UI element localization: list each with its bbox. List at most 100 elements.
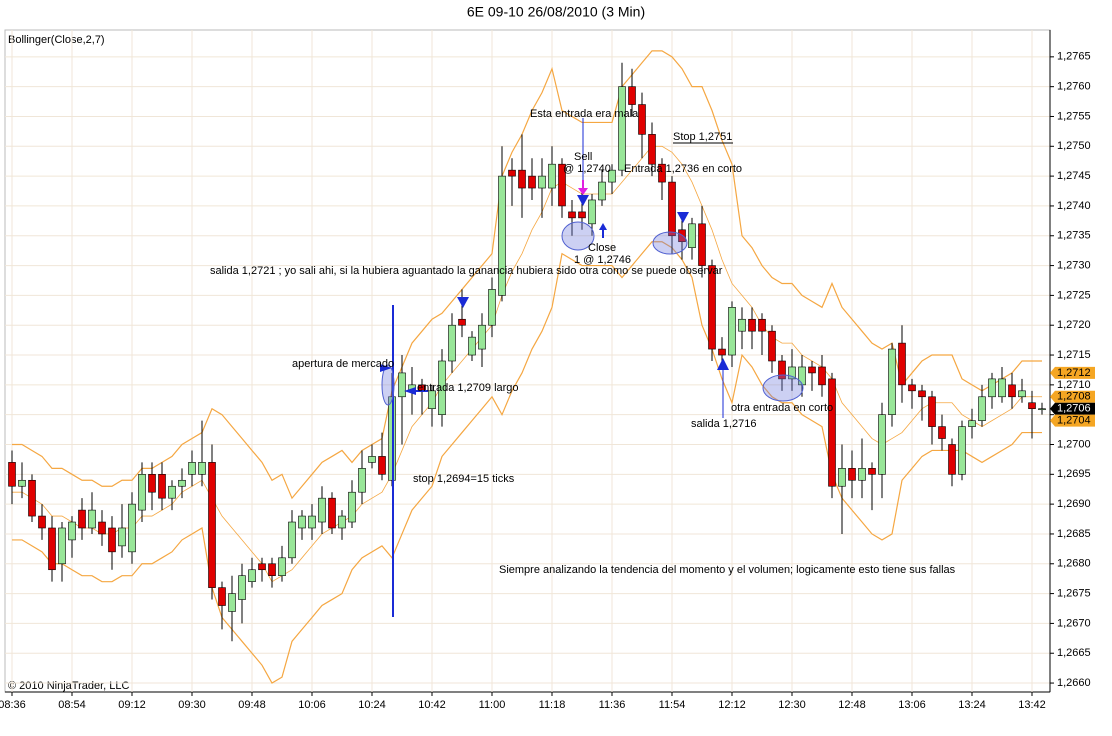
price-marker xyxy=(1050,414,1095,427)
candle-body xyxy=(918,390,926,398)
annotation: Close xyxy=(588,242,616,254)
x-tick-label: 10:42 xyxy=(418,699,446,711)
annotation: stop 1,2694=15 ticks xyxy=(413,473,515,485)
candle-body xyxy=(138,474,146,511)
candle-body xyxy=(688,223,696,248)
annotation: Stop 1,2751 xyxy=(673,131,732,143)
candle-body xyxy=(878,414,886,475)
candle-body xyxy=(168,485,176,499)
candle-body xyxy=(358,468,366,493)
annotation: @ 1,2740 xyxy=(563,163,611,175)
candle-body xyxy=(698,223,706,266)
candle-body xyxy=(88,509,96,529)
y-tick-label: 1,2715 xyxy=(1057,349,1091,361)
x-tick-label: 12:48 xyxy=(838,699,866,711)
candle-body xyxy=(1008,384,1016,398)
price-marker-label: 1,2704 xyxy=(1057,415,1091,427)
x-tick-label: 11:54 xyxy=(659,699,686,711)
price-marker xyxy=(1050,402,1095,415)
candle-body xyxy=(778,360,786,380)
candle-body xyxy=(518,169,526,189)
copyright: © 2010 NinjaTrader, LLC xyxy=(8,680,129,692)
candle-body xyxy=(1028,402,1036,410)
chart-title: 6E 09-10 26/08/2010 (3 Min) xyxy=(467,4,645,20)
candle-body xyxy=(648,134,656,165)
price-marker-label: 1,2706 xyxy=(1057,403,1091,415)
highlight xyxy=(561,221,595,251)
candle-body xyxy=(768,330,776,362)
candle-body xyxy=(438,360,446,415)
annotation: Sell xyxy=(574,151,592,163)
candle-body xyxy=(348,491,356,523)
candle-body xyxy=(268,563,276,577)
y-tick-label: 1,2685 xyxy=(1057,528,1091,540)
candle-body xyxy=(578,211,586,219)
y-tick-label: 1,2750 xyxy=(1057,140,1091,152)
price-marker xyxy=(1050,390,1095,403)
candle-body xyxy=(308,515,316,529)
candle-body xyxy=(428,390,436,410)
x-tick-label: 10:24 xyxy=(358,699,386,711)
candle-body xyxy=(68,521,76,541)
candle-body xyxy=(8,462,16,487)
candle-body xyxy=(448,324,456,362)
y-tick-label: 1,2765 xyxy=(1057,51,1091,63)
highlight xyxy=(762,374,804,402)
x-tick-label: 11:36 xyxy=(599,699,626,711)
candle-body xyxy=(808,366,816,374)
x-tick-label: 13:42 xyxy=(1018,699,1046,711)
y-tick-label: 1,2675 xyxy=(1057,588,1091,600)
candle-body xyxy=(458,318,466,326)
candle-body xyxy=(868,468,876,475)
candle-body xyxy=(538,175,546,189)
candle-body xyxy=(108,527,116,553)
candle-body xyxy=(718,348,726,356)
x-tick-label: 08:54 xyxy=(58,699,86,711)
candle-body xyxy=(978,396,986,421)
candle-body xyxy=(228,593,236,612)
candle-body xyxy=(368,456,376,463)
candle-body xyxy=(938,426,946,439)
candle-body xyxy=(188,462,196,475)
y-tick-label: 1,2745 xyxy=(1057,170,1091,182)
candle-body xyxy=(838,468,846,487)
candle-body xyxy=(668,181,676,237)
candle-body xyxy=(1038,408,1046,411)
candle-body xyxy=(858,468,866,481)
y-tick-label: 1,2740 xyxy=(1057,200,1091,212)
candle-body xyxy=(338,515,346,529)
candle-body xyxy=(118,527,126,547)
candle-body xyxy=(238,575,246,600)
x-tick-label: 11:00 xyxy=(479,699,506,711)
candle-body xyxy=(848,468,856,481)
candle-body xyxy=(28,479,36,517)
x-tick-label: 08:36 xyxy=(0,699,26,711)
x-tick-label: 09:30 xyxy=(178,699,206,711)
candle-body xyxy=(508,169,516,177)
close-arrow-head xyxy=(599,223,607,230)
candle-body xyxy=(58,527,66,565)
entry-arrow xyxy=(380,364,392,372)
annotation: Entrada 1,2736 en corto xyxy=(624,163,742,175)
candle-body xyxy=(948,444,956,475)
candle-body xyxy=(738,318,746,332)
long-arrow xyxy=(404,387,416,395)
x-tick-label: 11:18 xyxy=(539,699,566,711)
candle-body xyxy=(658,163,666,183)
y-tick-label: 1,2665 xyxy=(1057,647,1091,659)
candle-body xyxy=(478,324,486,350)
x-tick-label: 09:48 xyxy=(238,699,266,711)
candle-body xyxy=(748,318,756,332)
x-tick-label: 12:12 xyxy=(718,699,746,711)
candle-body xyxy=(398,372,406,398)
candle-body xyxy=(248,569,256,582)
candle-body xyxy=(78,509,86,529)
annotation: salida 1,2721 ; yo sali ahi, si la hubie… xyxy=(210,265,723,277)
y-tick-label: 1,2725 xyxy=(1057,289,1091,301)
y-tick-label: 1,2710 xyxy=(1057,379,1091,391)
candle-body xyxy=(958,426,966,475)
candle-body xyxy=(568,211,576,219)
candle-body xyxy=(758,318,766,332)
